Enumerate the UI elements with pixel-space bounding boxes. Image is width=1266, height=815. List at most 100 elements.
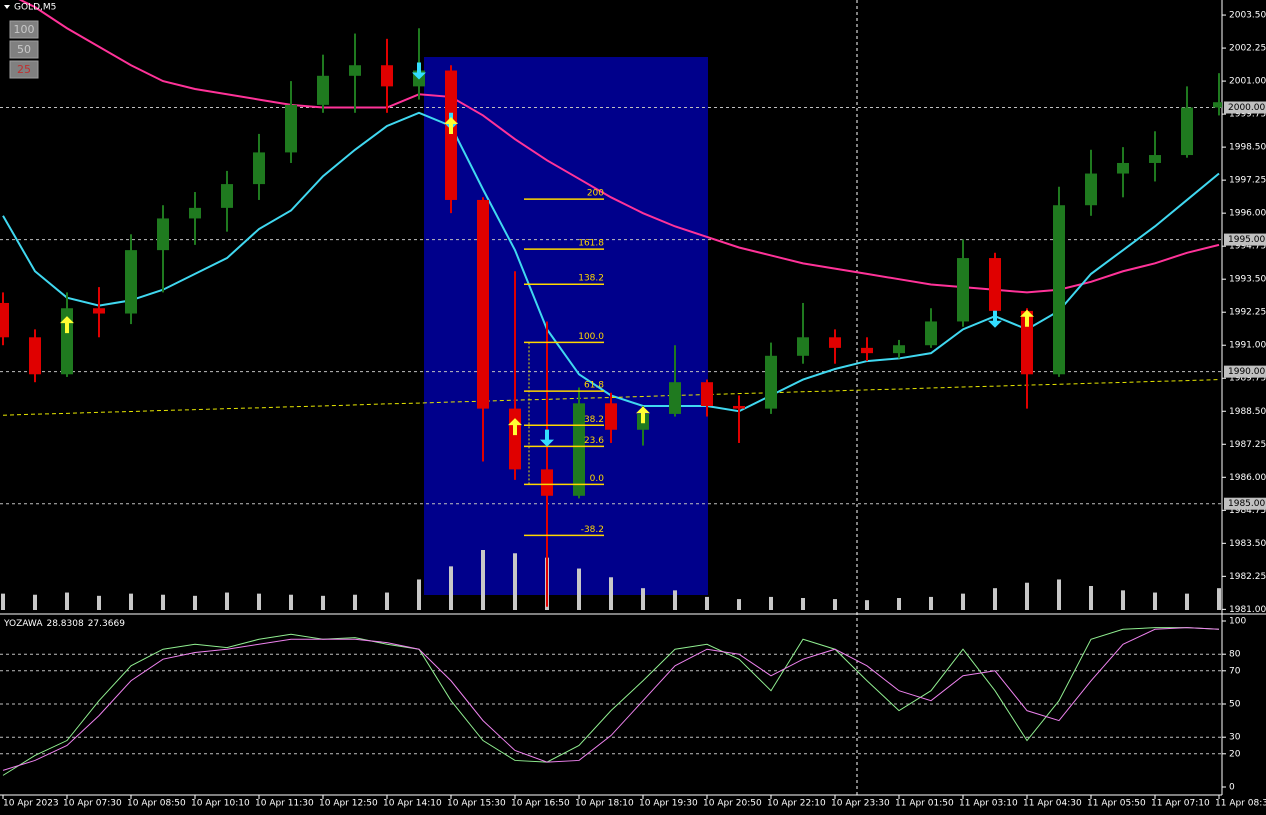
volume-bar — [353, 594, 357, 610]
fib-label: 161.8 — [578, 239, 604, 249]
zoom-button[interactable] — [9, 20, 39, 39]
zoom-button[interactable] — [9, 40, 39, 59]
volume-bar — [993, 588, 997, 610]
y-tick-label: 1982.25 — [1229, 572, 1266, 582]
candle-body — [445, 70, 457, 200]
candle-body — [157, 218, 169, 251]
candle-body — [349, 65, 361, 76]
fib-label: -38.2 — [581, 525, 604, 535]
volume-bar — [769, 596, 773, 610]
candle-body — [733, 405, 745, 409]
zoom-button-label[interactable]: 50 — [17, 43, 31, 56]
candle-body — [1021, 310, 1033, 375]
volume-bar — [705, 596, 709, 610]
candle-body — [573, 403, 585, 496]
candle-body — [125, 250, 137, 314]
osc-tick-label: 50 — [1229, 700, 1241, 710]
osc-tick-label: 80 — [1229, 650, 1241, 660]
candle-body — [765, 355, 777, 409]
candle-body — [893, 345, 905, 354]
volume-bar — [193, 595, 197, 610]
fib-label: 100.0 — [578, 332, 604, 342]
volume-bar — [1089, 586, 1093, 610]
fib-label: 200 — [587, 189, 604, 199]
x-tick-label: 10 Apr 20:50 — [703, 799, 762, 809]
candle-body — [797, 337, 809, 356]
indicator-label-part: 28.8308 — [46, 619, 83, 629]
x-tick-label: 11 Apr 05:50 — [1087, 799, 1146, 809]
candle-body — [861, 347, 873, 354]
x-tick-label: 10 Apr 11:30 — [255, 799, 314, 809]
moving-average — [18, 0, 1220, 294]
volume-bar — [577, 568, 581, 610]
y-tick-label: 1986.00 — [1229, 473, 1266, 483]
volume-bar — [641, 588, 645, 610]
candle-body — [381, 65, 393, 87]
symbol-menu-icon[interactable] — [4, 5, 10, 9]
candle-body — [317, 75, 329, 105]
zoom-button-label[interactable]: 100 — [14, 23, 35, 36]
y-tick-label: 2002.25 — [1229, 44, 1266, 54]
x-tick-label: 10 Apr 18:10 — [575, 799, 634, 809]
osc-tick-label: 70 — [1229, 666, 1241, 676]
x-tick-label: 11 Apr 04:30 — [1023, 799, 1082, 809]
osc-tick-label: 30 — [1229, 733, 1241, 743]
x-tick-label: 10 Apr 14:10 — [383, 799, 442, 809]
candle-body — [1085, 173, 1097, 206]
candle-body — [509, 408, 521, 470]
zoom-button-label[interactable]: 25 — [17, 63, 31, 76]
indicator-label: YOZAWA 28.8308 27.3669 — [3, 619, 125, 629]
volume-bar — [1057, 579, 1061, 610]
zoom-button[interactable] — [9, 60, 39, 79]
y-tick-label: 1991.00 — [1229, 341, 1266, 351]
volume-bar — [737, 599, 741, 610]
y-tick-label: 1981.00 — [1229, 605, 1266, 615]
volume-bar — [609, 577, 613, 610]
x-tick-label: 10 Apr 12:50 — [319, 799, 378, 809]
x-tick-label: 11 Apr 07:10 — [1151, 799, 1210, 809]
volume-bar — [129, 593, 133, 610]
fib-label: 38.2 — [584, 415, 604, 425]
volume-bar — [289, 594, 293, 610]
level-label: 1985.00 — [1228, 499, 1265, 509]
volume-bar — [1121, 590, 1125, 610]
x-tick-label: 10 Apr 22:10 — [767, 799, 826, 809]
candle-body — [477, 199, 489, 409]
volume-bar — [1217, 588, 1221, 610]
buy-arrow — [508, 418, 522, 436]
y-tick-label: 1999.75 — [1229, 110, 1266, 120]
volume-bar — [1, 593, 5, 610]
candle-body — [701, 382, 713, 406]
volume-bar — [65, 592, 69, 610]
volume-bar — [449, 566, 453, 610]
x-tick-label: 10 Apr 08:50 — [127, 799, 186, 809]
x-tick-label: 10 Apr 15:30 — [447, 799, 506, 809]
symbol-title: GOLD,M5 — [14, 3, 56, 13]
level-label: 1990.00 — [1228, 367, 1265, 377]
x-tick-label: 11 Apr 03:10 — [959, 799, 1018, 809]
candle-body — [989, 258, 1001, 311]
price-panel: 200 161.8 138.2 100.0 61.8 38.2 23.6 0.0 -38.2 — [0, 0, 1222, 610]
sell-arrow — [412, 62, 426, 80]
candle-body — [29, 337, 41, 375]
volume-bar — [833, 599, 837, 610]
y-tick-label: 2003.50 — [1229, 11, 1266, 21]
osc-tick-label: 20 — [1229, 749, 1241, 759]
x-tick-label: 10 Apr 2023 — [3, 799, 59, 809]
level-label-box — [1224, 101, 1266, 114]
oscillator-line — [2, 627, 1220, 776]
y-tick-label: 1998.50 — [1229, 143, 1266, 153]
y-tick-label: 2001.00 — [1229, 77, 1266, 87]
indicator-label-part: 27.3669 — [88, 619, 125, 629]
volume-bar — [865, 600, 869, 610]
volume-bar — [1025, 582, 1029, 610]
y-tick-label: 1992.25 — [1229, 308, 1266, 318]
volume-bar — [1153, 592, 1157, 610]
volume-bar — [1185, 593, 1189, 610]
candle-body — [605, 403, 617, 430]
x-tick-label: 10 Apr 07:30 — [63, 799, 122, 809]
volume-bar — [385, 592, 389, 610]
y-tick-label: 1994.75 — [1229, 242, 1266, 252]
y-tick-label: 1988.50 — [1229, 407, 1266, 417]
